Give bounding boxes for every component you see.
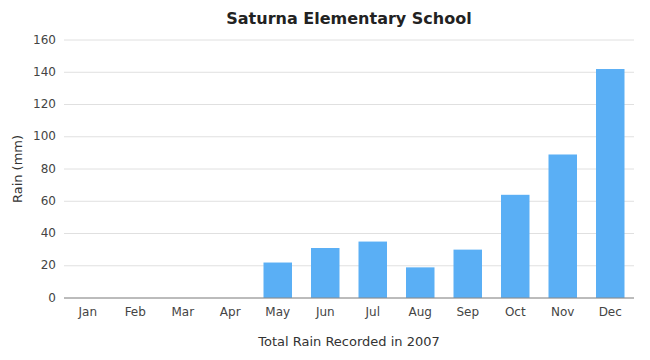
- y-tick-label: 40: [41, 226, 56, 240]
- x-tick-label: Jan: [78, 305, 98, 319]
- bar: [264, 263, 293, 298]
- x-axis: Jan Feb Mar Apr May Jun Jul Aug Sep Oct Nov Dec: [64, 298, 634, 319]
- y-tick-label: 120: [33, 97, 56, 111]
- x-tick-label: Sep: [456, 305, 479, 319]
- y-tick-label: 0: [48, 291, 56, 305]
- bar: [549, 154, 578, 298]
- grid-line: [64, 104, 634, 105]
- x-tick-label: May: [265, 305, 290, 319]
- bar: [454, 250, 483, 298]
- grid-line: [64, 72, 634, 73]
- chart-container: 020406080100120140160JanFebMarAprMayJunJ…: [0, 0, 650, 360]
- bar: [501, 195, 530, 298]
- bars: [264, 69, 625, 298]
- grid: [64, 40, 634, 298]
- y-tick-label: 100: [33, 129, 56, 143]
- y-axis-title: Rain (mm): [10, 135, 25, 203]
- bar: [311, 248, 340, 298]
- x-axis-line: [64, 298, 634, 299]
- y-tick-label: 140: [33, 65, 56, 79]
- y-tick-label: 80: [41, 162, 56, 176]
- y-tick-label: 60: [41, 194, 56, 208]
- x-tick-label: Jun: [315, 305, 335, 319]
- chart-svg: 020406080100120140160JanFebMarAprMayJunJ…: [0, 0, 650, 360]
- x-axis-title: Total Rain Recorded in 2007: [257, 334, 440, 349]
- grid-line: [64, 40, 634, 41]
- y-tick-label: 160: [33, 33, 56, 47]
- bar: [359, 242, 388, 298]
- x-tick-label: Aug: [409, 305, 432, 319]
- grid-line: [64, 298, 634, 299]
- x-tick-label: Apr: [220, 305, 241, 319]
- bar: [406, 267, 435, 298]
- x-tick-label: Mar: [171, 305, 194, 319]
- y-tick-label: 20: [41, 258, 56, 272]
- y-axis: 0 20 40 60 80 100 120 140 160: [33, 33, 56, 305]
- chart-title: Saturna Elementary School: [226, 9, 471, 28]
- x-tick-label: Feb: [125, 305, 146, 319]
- x-tick-label: Jul: [365, 305, 380, 319]
- x-tick-label: Dec: [599, 305, 622, 319]
- grid-line: [64, 136, 634, 137]
- x-tick-label: Nov: [551, 305, 574, 319]
- bar: [596, 69, 625, 298]
- x-tick-label: Oct: [505, 305, 526, 319]
